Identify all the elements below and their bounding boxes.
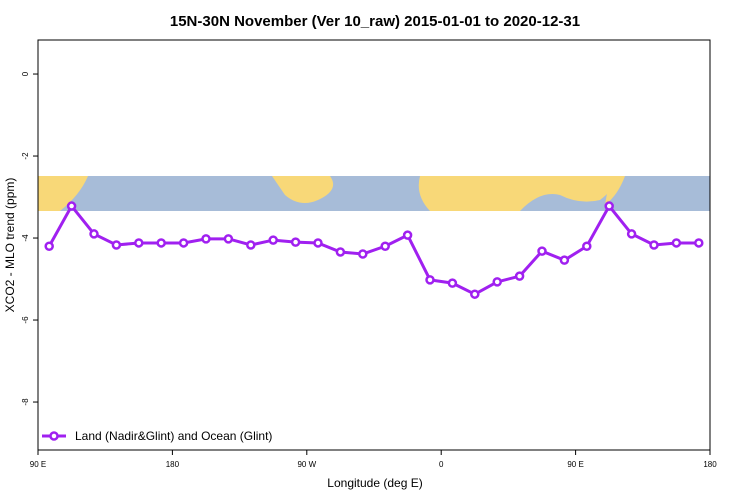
data-point [268,235,278,245]
data-point [559,255,570,265]
series-line [47,203,699,296]
x-tick-label: 90 W [297,460,316,469]
y-tick-label: -4 [21,234,30,242]
y-tick-label: 0 [21,71,30,76]
legend-label: Land (Nadir&Glint) and Ocean (Glint) [75,429,272,443]
x-tick-label: 180 [166,460,180,469]
data-point [111,240,122,250]
map-strip [38,176,710,211]
y-tick-label: -2 [21,152,30,160]
data-point [470,289,480,299]
data-point [290,237,301,247]
data-point [694,238,704,248]
data-point [246,240,256,250]
plot-frame [37,39,711,451]
data-point [178,238,189,248]
y-tick-label: -8 [21,398,30,406]
data-point [582,241,592,251]
data-point [604,201,614,211]
data-point [425,275,435,285]
data-point [492,277,502,287]
x-axis-label: Longitude (deg E) [327,476,422,490]
x-tick-label: 90 E [567,460,583,469]
data-point [313,238,323,248]
legend-marker [49,431,59,441]
x-tick-label: 90 E [30,460,46,469]
x-tick-label: 0 [439,460,444,469]
data-point [649,240,659,250]
data-point [134,238,144,248]
x-tick-label: 180 [703,460,717,469]
data-point [447,278,458,288]
data-point [89,229,99,239]
data-point [335,247,346,257]
data-point [66,201,77,211]
data-point [223,234,234,244]
data-point [537,246,547,256]
y-tick-label: -6 [21,316,30,324]
y-axis-label: XCO2 - MLO trend (ppm) [3,178,17,313]
data-point [156,238,166,248]
chart-title: 15N-30N November (Ver 10_raw) 2015-01-01… [170,13,580,30]
data-point [201,234,211,244]
data-point [514,271,525,281]
data-point [380,241,390,251]
data-point [671,238,682,248]
data-point [44,241,54,251]
data-point [626,229,637,239]
data-point [358,249,368,259]
data-point [402,230,413,240]
